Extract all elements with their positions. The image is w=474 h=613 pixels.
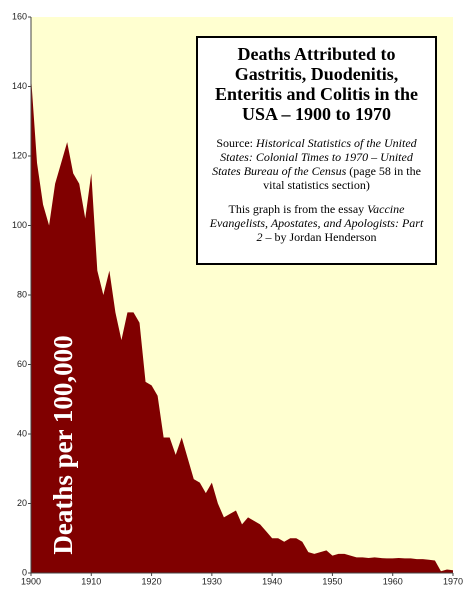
y-tick-label: 120 [12, 150, 27, 160]
essay: This graph is from the essay Vaccine Eva… [206, 202, 427, 244]
essay-intro: This graph is from the essay [228, 202, 365, 216]
y-tick-label: 160 [12, 11, 27, 21]
y-tick-label: 40 [17, 428, 27, 438]
x-tick-label: 1960 [383, 576, 403, 586]
y-tick-label: 140 [12, 81, 27, 91]
source: Source: Historical Statistics of the Uni… [206, 136, 427, 192]
chart-title: Deaths Attributed to Gastritis, Duodenit… [214, 44, 419, 124]
x-tick-label: 1920 [142, 576, 162, 586]
x-tick-label: 1950 [322, 576, 342, 586]
x-tick-label: 1970 [443, 576, 463, 586]
area [31, 76, 453, 573]
source-note: (page 58 in the vital statistics section… [263, 164, 421, 192]
info-box: Deaths Attributed to Gastritis, Duodenit… [196, 36, 437, 265]
y-tick-label: 20 [17, 498, 27, 508]
source-label: Source: [216, 136, 253, 150]
y-tick-label: 100 [12, 220, 27, 230]
x-tick-label: 1900 [21, 576, 41, 586]
x-tick-label: 1910 [81, 576, 101, 586]
y-tick-label: 0 [22, 567, 27, 577]
essay-author: – by Jordan Henderson [265, 230, 377, 244]
x-tick-label: 1940 [262, 576, 282, 586]
essay-title: Vaccine Evangelists, Apostates, and Apol… [209, 202, 424, 244]
y-tick-label: 60 [17, 359, 27, 369]
y-tick-label: 80 [17, 289, 27, 299]
y-axis-label: Deaths per 100,000 [48, 335, 78, 554]
x-tick-label: 1930 [202, 576, 222, 586]
source-title: Historical Statistics of the United Stat… [212, 136, 417, 178]
